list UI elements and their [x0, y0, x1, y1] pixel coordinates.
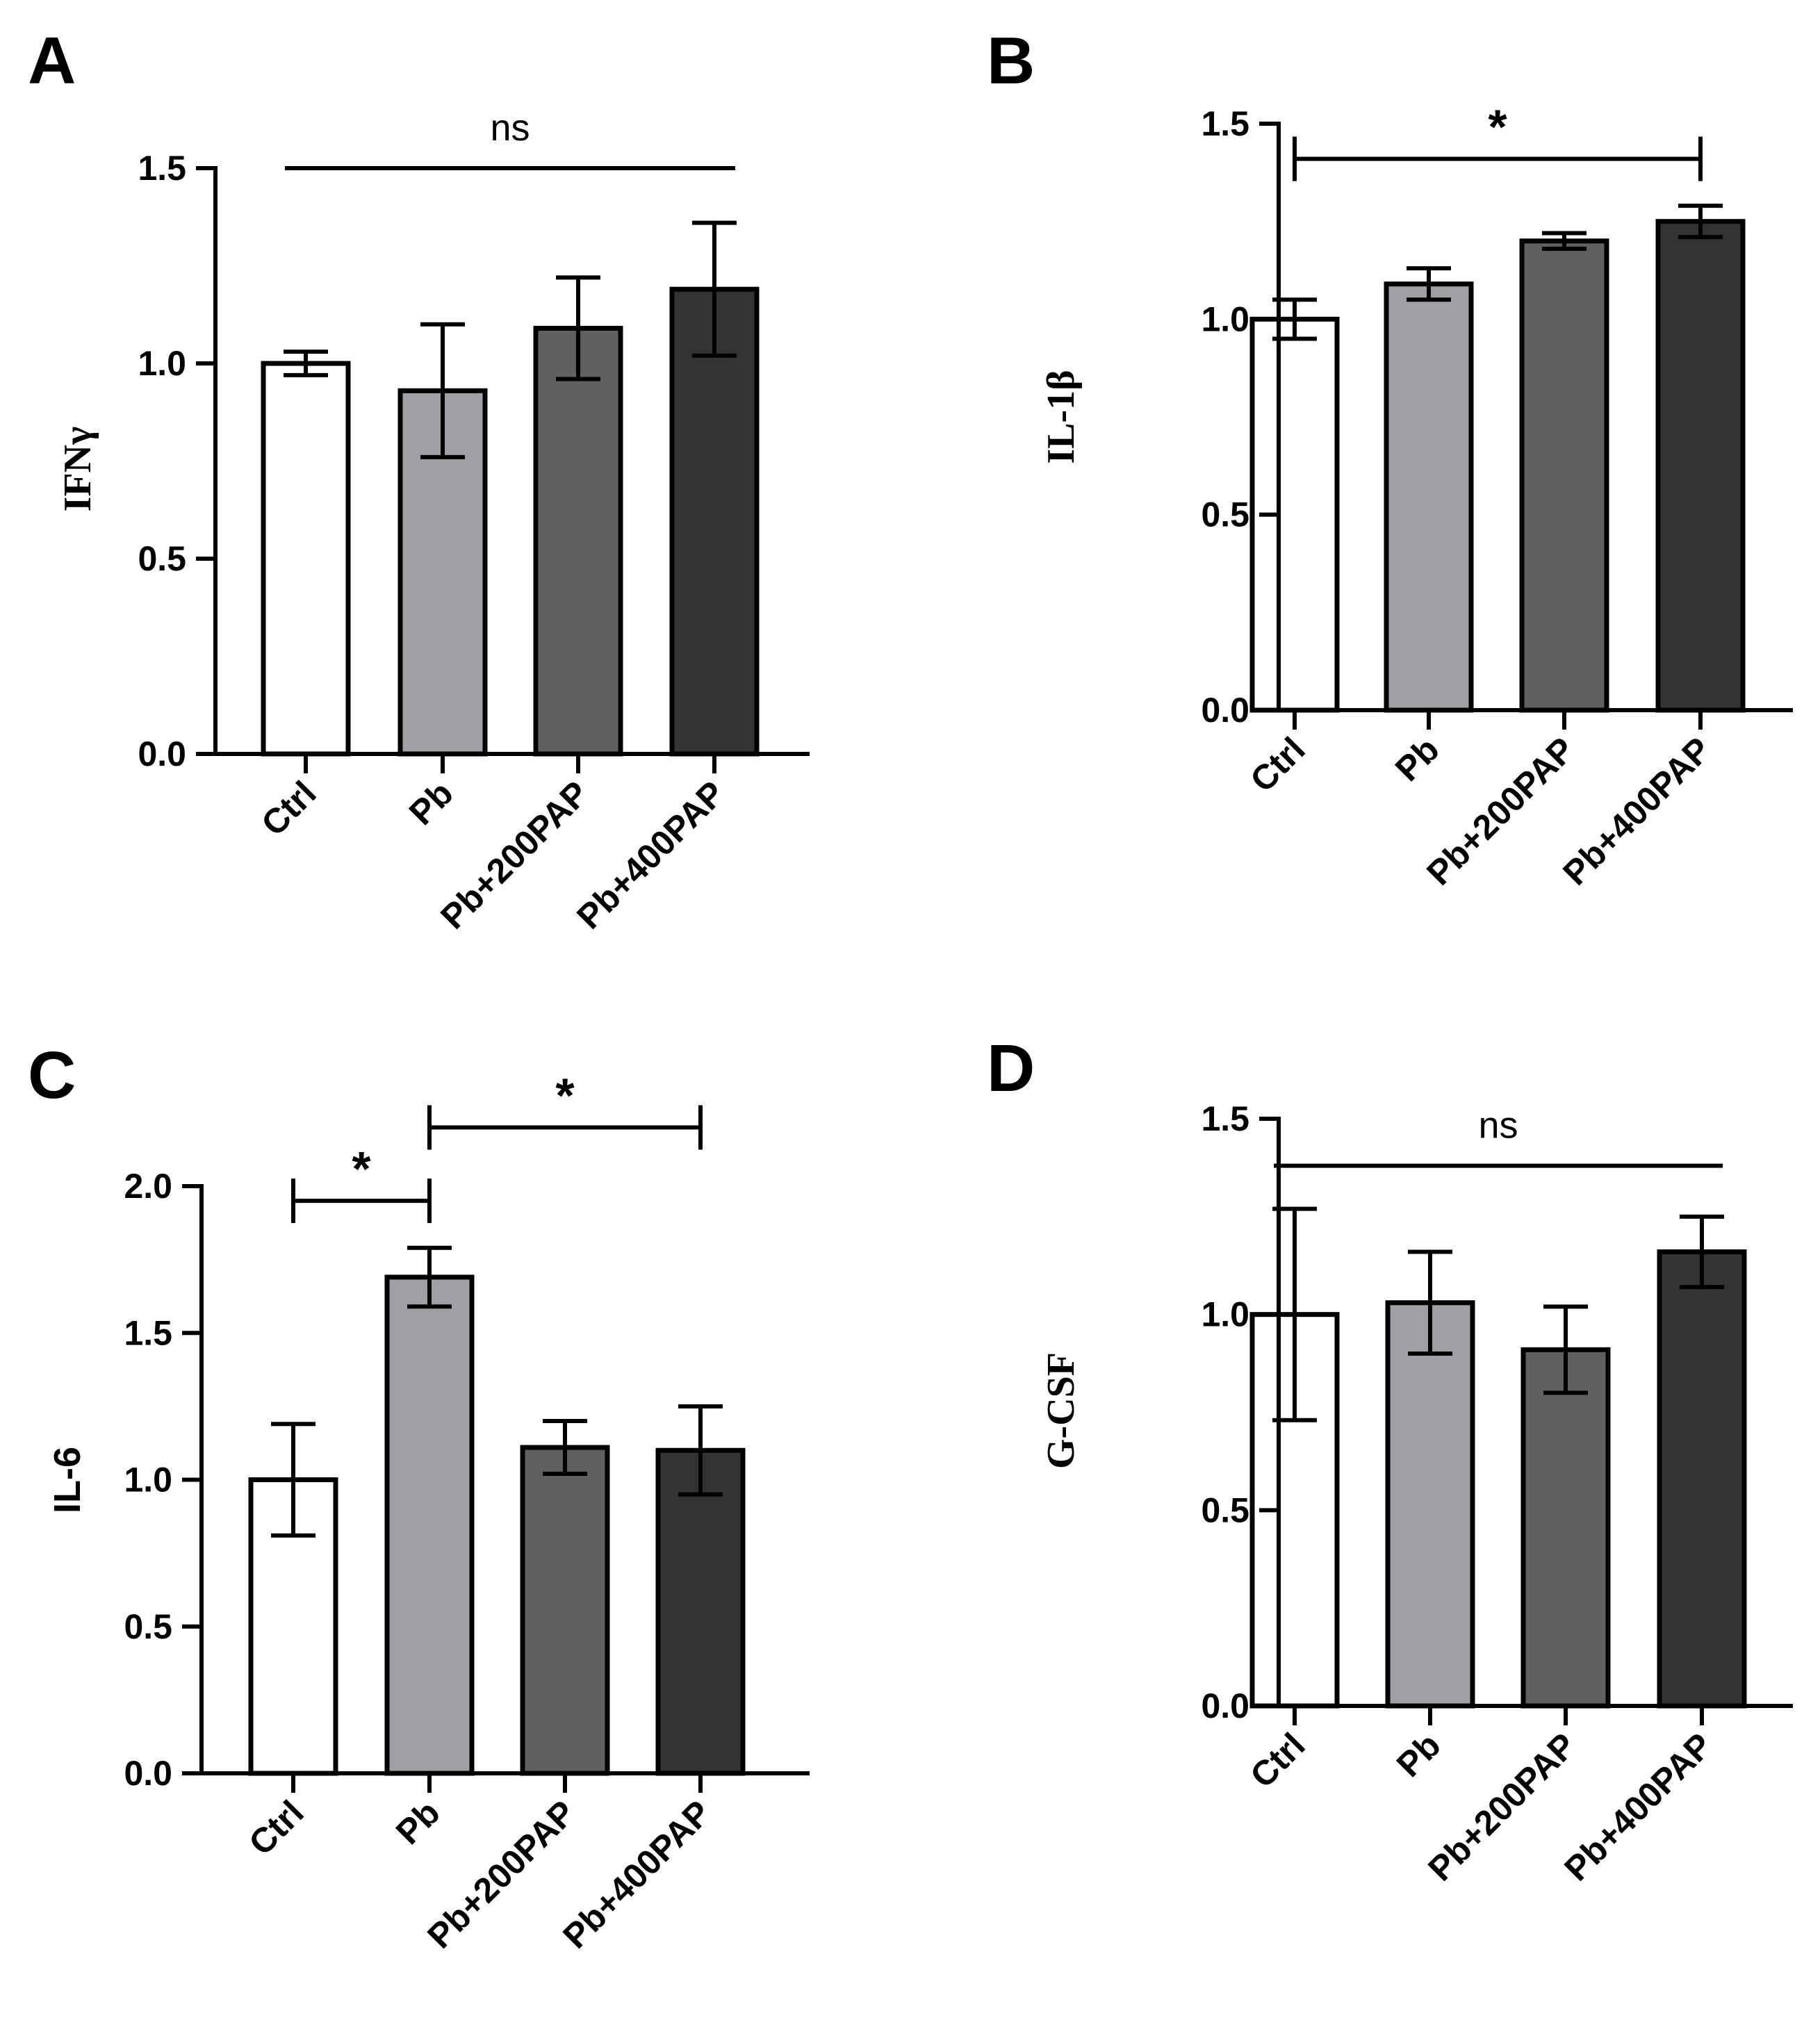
y-axis-title: IL-1β	[1040, 370, 1083, 463]
y-tick-label: 0.5	[1201, 1491, 1249, 1529]
panel-letter: B	[987, 24, 1035, 98]
y-tick-label: 1.5	[1201, 1099, 1249, 1138]
significance-ns: ns	[1478, 1105, 1518, 1147]
error-bar	[271, 1422, 315, 1538]
bar	[669, 286, 760, 757]
significance-annotation: *	[427, 1069, 703, 1150]
panel-letter: D	[987, 1031, 1035, 1106]
y-tick-label: 1.5	[124, 1313, 172, 1352]
error-bar	[678, 1404, 723, 1497]
y-tick-label: 1.5	[138, 149, 186, 188]
y-tick-label: 1.0	[138, 344, 186, 383]
x-tick-label: Ctrl	[1243, 1725, 1312, 1795]
significance-annotation: ns	[285, 107, 735, 170]
significance-annotation: ns	[1274, 1105, 1723, 1168]
x-tick-label: Pb	[1388, 730, 1447, 789]
y-tick-label: 0.0	[138, 734, 186, 773]
y-tick-label: 0.0	[1201, 1686, 1249, 1725]
error-bar	[1678, 204, 1723, 240]
x-tick-label: Pb+400PAP	[1557, 1725, 1719, 1888]
x-tick-label: Pb+400PAP	[555, 1793, 718, 1955]
x-tick-label: Pb+400PAP	[1555, 730, 1718, 892]
y-tick-label: 0.0	[1201, 691, 1249, 730]
significance-annotation: *	[291, 1142, 432, 1224]
error-bar	[407, 1245, 452, 1309]
bar	[1385, 1300, 1475, 1709]
y-tick-label: 0.0	[124, 1754, 172, 1793]
error-bar	[284, 350, 328, 377]
y-axis-title: IL-6	[47, 1447, 88, 1513]
y-tick-label: 1.0	[124, 1461, 172, 1500]
x-tick-label: Ctrl	[254, 773, 323, 843]
error-bar	[1542, 231, 1587, 252]
error-bar	[692, 220, 737, 358]
x-tick-label: Pb+400PAP	[569, 773, 732, 936]
x-tick-label: Pb	[388, 1793, 448, 1852]
y-tick-label: 1.0	[1201, 1295, 1249, 1334]
y-tick-label: 0.5	[1201, 495, 1249, 534]
significance-annotation: *	[1293, 100, 1703, 181]
bar	[1657, 1249, 1747, 1709]
panel-letter: C	[28, 1038, 76, 1112]
bar	[1519, 238, 1609, 713]
y-tick-label: 2.0	[124, 1167, 172, 1206]
error-bar	[556, 275, 600, 381]
error-bar	[543, 1419, 587, 1477]
bar	[384, 1274, 475, 1776]
y-tick-label: 1.5	[1201, 104, 1249, 143]
bar	[1520, 1347, 1611, 1709]
error-bar	[1407, 266, 1451, 302]
error-bar	[1680, 1214, 1724, 1290]
bar	[655, 1447, 746, 1776]
error-bar	[1543, 1304, 1588, 1395]
bar	[533, 325, 623, 757]
x-tick-label: Pb	[402, 773, 461, 832]
y-tick-label: 0.5	[124, 1607, 172, 1646]
x-tick-label: Pb	[1389, 1725, 1448, 1784]
y-tick-label: 1.0	[1201, 299, 1249, 338]
y-tick-label: 0.5	[138, 539, 186, 578]
x-tick-label: Ctrl	[241, 1793, 311, 1862]
significance-star: *	[352, 1142, 371, 1196]
significance-ns: ns	[490, 107, 530, 149]
significance-star: *	[555, 1069, 575, 1123]
panel-letter: A	[28, 24, 76, 98]
y-axis-title: IFNγ	[56, 427, 99, 512]
bar	[261, 361, 351, 757]
bar	[520, 1445, 610, 1776]
bar	[1655, 219, 1746, 713]
error-bar	[1408, 1249, 1452, 1356]
x-tick-label: Ctrl	[1243, 730, 1312, 799]
bar	[1384, 281, 1474, 713]
error-bar	[420, 322, 465, 459]
significance-star: *	[1488, 100, 1507, 154]
y-axis-title: G-CSF	[1040, 1352, 1083, 1469]
